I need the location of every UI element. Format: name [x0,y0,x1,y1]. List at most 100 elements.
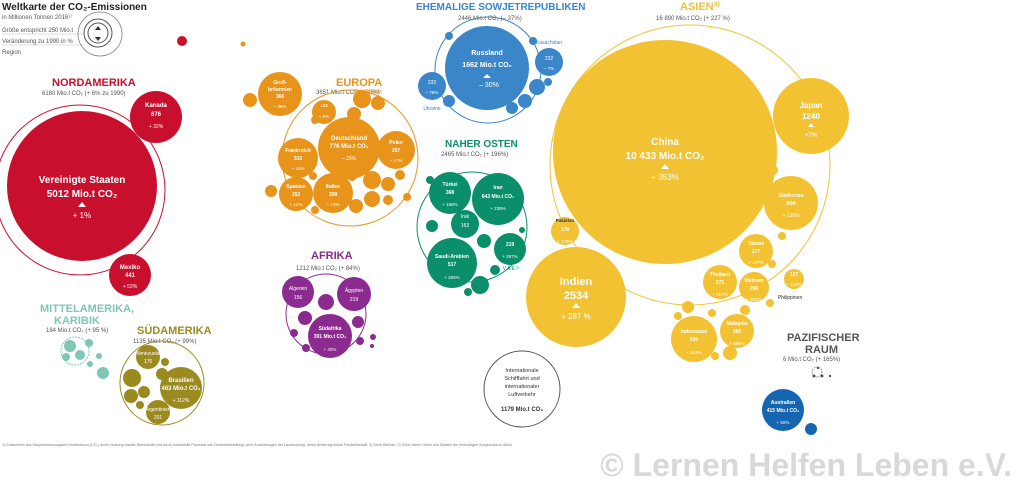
svg-text:Internationale: Internationale [505,368,538,374]
svg-text:+ 312%: + 312% [686,350,701,355]
svg-text:266: 266 [733,329,742,335]
legend-size: Größe entspricht 250 Mio.t [2,28,73,34]
svg-text:+ 1%: + 1% [73,211,91,220]
svg-text:+ 206%: + 206% [444,275,459,280]
svg-text:Iran: Iran [493,185,502,191]
svg-text:EHEMALIGE SOWJETREPUBLIKEN: EHEMALIGE SOWJETREPUBLIKEN [416,2,585,13]
region-pazifik: PAZIFISCHER RAUM 6 Mio.t CO₂ (+ 165%) [783,332,860,378]
svg-text:Vereinigte Staaten: Vereinigte Staaten [39,175,126,186]
svg-text:Luftverkehr: Luftverkehr [508,392,536,398]
svg-text:163: 163 [461,223,470,229]
country-bubble-thailand [703,265,737,299]
svg-text:AFRIKA: AFRIKA [311,250,353,262]
svg-text:Niederlande: Niederlande [355,89,382,95]
svg-text:NAHER OSTEN: NAHER OSTEN [445,139,518,150]
svg-text:+ 317%: + 317% [712,292,727,297]
svg-text:163: 163 [320,103,328,108]
svg-text:Indonesien: Indonesien [681,329,707,335]
svg-text:277: 277 [752,249,761,255]
svg-text:+7%: +7% [805,133,818,139]
country-bubble-tuerkei [429,172,471,214]
svg-text:391 Mio.t CO₂: 391 Mio.t CO₂ [314,334,347,340]
svg-text:Vietnam: Vietnam [744,278,764,284]
svg-text:ASIEN³⁾: ASIEN³⁾ [680,1,720,13]
country-bubble-frankreich [278,138,318,178]
svg-text:Spanien: Spanien [286,184,305,190]
svg-text:463 Mio.t CO₂: 463 Mio.t CO₂ [161,386,200,392]
country-bubble-vae [494,233,526,265]
svg-text:+ 53%: + 53% [123,284,138,290]
svg-text:Groß-: Groß- [273,80,287,86]
svg-text:676: 676 [151,112,162,118]
legend-change: Veränderung zu 1990 in % [2,39,73,45]
svg-text:Pakistan: Pakistan [556,218,575,223]
svg-text:16 890 Mio.t CO₂ (+ 227 %): 16 890 Mio.t CO₂ (+ 227 %) [656,16,730,22]
country-bubble-usa [7,111,157,261]
region-australien: Australien 415 Mio.t CO₂ + 50% [762,389,817,435]
svg-text:1212 Mio.t CO₂ (+ 84%): 1212 Mio.t CO₂ (+ 84%) [296,266,360,272]
svg-text:+ 166%: + 166% [442,202,457,207]
svg-text:britannien: britannien [268,87,292,93]
svg-text:Südkorea: Südkorea [778,193,804,199]
shipping-bubble: Internationale Schifffahrt und internati… [483,350,561,428]
svg-text:+ 287%: + 287% [502,254,517,259]
svg-text:+ 112%: + 112% [173,398,190,404]
svg-text:1662 Mio.t CO₂: 1662 Mio.t CO₂ [462,62,511,69]
country-bubble-iran [472,173,524,225]
region-title: NORDAMERIKA [52,77,136,89]
svg-text:201: 201 [154,415,163,421]
svg-text:Irak: Irak [461,214,470,220]
svg-text:Venezuela: Venezuela [136,351,160,357]
country-bubble-australien [762,389,804,431]
svg-text:Türkei: Türkei [442,182,458,188]
svg-text:Taiwan: Taiwan [748,241,765,247]
svg-text:219: 219 [350,297,359,303]
svg-text:+ 353%: + 353% [651,173,678,182]
svg-text:6 Mio.t CO₂ (+ 165%): 6 Mio.t CO₂ (+ 165%) [783,357,840,363]
svg-text:+ 176%: + 176% [557,239,572,244]
region-nordamerika: NORDAMERIKA 6180 Mio.t CO₂ (+ 6% zu 1990… [0,77,182,296]
svg-text:2446 Mio.t CO₂ (– 37%): 2446 Mio.t CO₂ (– 37%) [458,16,522,22]
country-bubble-suedkorea [764,176,818,230]
svg-text:3651 Mio.t CO₂ (– 20%): 3651 Mio.t CO₂ (– 20%) [316,90,380,96]
country-bubble-vietnam [739,272,769,302]
svg-text:– 17%: – 17% [390,158,403,163]
svg-text:V.A.E.²⁾: V.A.E.²⁾ [503,266,520,272]
svg-text:5012 Mio.t CO₂: 5012 Mio.t CO₂ [47,189,118,200]
svg-text:Indien: Indien [560,276,593,288]
svg-text:178: 178 [561,227,570,233]
svg-text:Argentinien: Argentinien [145,407,171,413]
country-bubble-saudiarabien [427,238,477,288]
country-bubble-philippinen [784,269,804,289]
svg-text:– 36%: – 36% [274,104,287,109]
svg-text:127: 127 [790,272,799,278]
country-bubble-suedafrika [308,314,352,358]
svg-text:Ägypten: Ägypten [345,287,364,294]
country-bubble-taiwan [739,234,773,268]
svg-text:– 7%: – 7% [544,66,554,71]
svg-text:Japan: Japan [799,101,822,110]
svg-text:PAZIFISCHER: PAZIFISCHER [787,332,860,344]
svg-text:184 Mio.t CO₂ (+ 95 %): 184 Mio.t CO₂ (+ 95 %) [46,328,108,334]
svg-text:SÜDAMERIKA: SÜDAMERIKA [137,324,212,337]
svg-text:+ 32%: + 32% [149,124,164,130]
svg-text:Mexiko: Mexiko [120,265,141,271]
svg-text:China: China [651,137,679,148]
svg-text:+ 386%: + 386% [729,341,744,346]
legend-down-icon [95,37,101,41]
svg-text:1179 Mio.t CO₂: 1179 Mio.t CO₂ [501,407,543,413]
svg-text:10 433 Mio.t CO₂: 10 433 Mio.t CO₂ [626,151,705,162]
region-afrika: AFRIKA 1212 Mio.t CO₂ (+ 84%) Algerien 1… [282,250,376,358]
svg-text:Schifffahrt und: Schifffahrt und [504,376,539,382]
svg-text:604: 604 [786,201,796,207]
country-bubble-algerien [282,276,314,308]
svg-text:517: 517 [448,262,457,268]
svg-text:+ 204%: + 204% [786,282,801,287]
country-bubble-indonesien [671,316,717,362]
svg-text:368: 368 [446,190,455,196]
svg-text:+ 40%: + 40% [324,347,337,352]
svg-text:+ 5%: + 5% [319,114,329,119]
svg-text:KARIBIK: KARIBIK [54,315,100,327]
svg-text:358: 358 [329,192,338,198]
svg-text:Brasilien: Brasilien [168,378,194,384]
